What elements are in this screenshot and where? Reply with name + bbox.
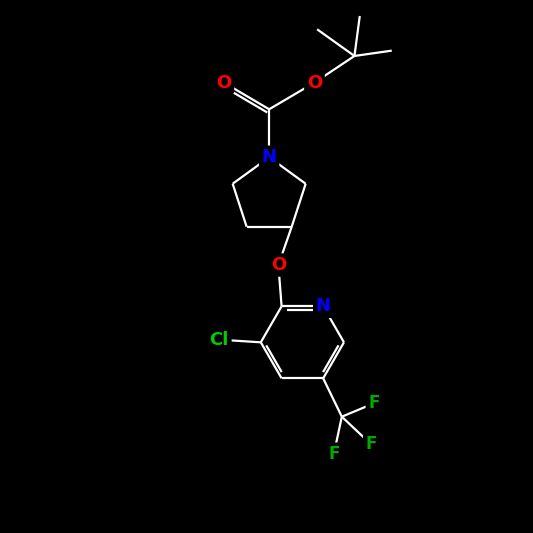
- Text: F: F: [366, 435, 377, 454]
- Text: O: O: [307, 74, 322, 92]
- Text: O: O: [271, 256, 286, 274]
- Text: N: N: [316, 297, 330, 316]
- Text: F: F: [368, 394, 379, 413]
- Text: O: O: [216, 74, 231, 92]
- Text: F: F: [328, 445, 340, 463]
- Text: N: N: [262, 148, 277, 166]
- Text: Cl: Cl: [209, 330, 229, 349]
